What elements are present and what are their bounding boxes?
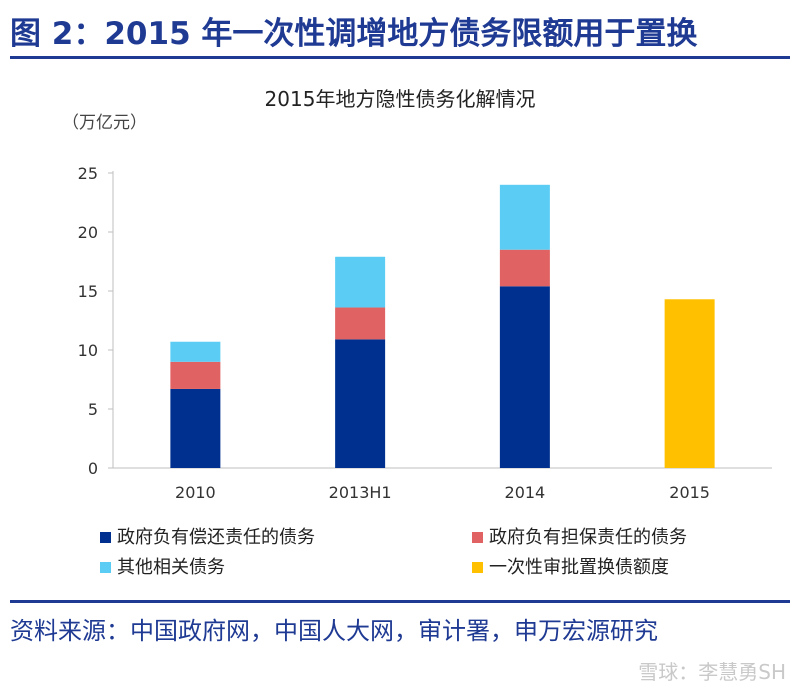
legend-swatch bbox=[472, 562, 483, 573]
legend-swatch bbox=[472, 532, 483, 543]
bar-segment bbox=[335, 307, 386, 340]
source-note: 资料来源：中国政府网，中国人大网，审计署，申万宏源研究 bbox=[10, 617, 658, 645]
legend-label: 政府负有偿还责任的债务 bbox=[117, 527, 315, 548]
legend-swatch bbox=[100, 532, 111, 543]
y-tick-label: 0 bbox=[88, 459, 98, 478]
x-tick-label: 2010 bbox=[175, 483, 216, 502]
bar-segment bbox=[335, 339, 386, 468]
chart-title: 2015年地方隐性债务化解情况 bbox=[265, 87, 536, 111]
bar-segment bbox=[664, 299, 715, 468]
y-tick-label: 10 bbox=[78, 341, 98, 360]
x-tick-label: 2013H1 bbox=[329, 483, 392, 502]
title-rule bbox=[10, 56, 790, 59]
y-unit-label: （万亿元） bbox=[62, 113, 147, 133]
legend-label: 政府负有担保责任的债务 bbox=[489, 527, 687, 548]
legend-swatch bbox=[100, 562, 111, 573]
bar-segment bbox=[499, 184, 550, 250]
bar-segment bbox=[499, 249, 550, 287]
legend-label: 一次性审批置换债额度 bbox=[489, 557, 669, 578]
figure-title: 图 2：2015 年一次性调增地方债务限额用于置换 bbox=[10, 16, 698, 52]
y-tick-label: 5 bbox=[88, 400, 98, 419]
source-rule bbox=[10, 600, 790, 603]
y-tick-label: 20 bbox=[78, 223, 98, 242]
stacked-bar-chart: 2015年地方隐性债务化解情况 （万亿元） 0 5 10 15 20 25 2010 2013H1… bbox=[62, 87, 772, 578]
bar-segment bbox=[499, 286, 550, 468]
bar-segment bbox=[335, 256, 386, 308]
y-tick-label: 15 bbox=[78, 282, 98, 301]
bar-segment bbox=[170, 361, 221, 389]
x-tick-label: 2014 bbox=[505, 483, 546, 502]
legend-label: 其他相关债务 bbox=[117, 557, 225, 578]
bar-segment bbox=[170, 388, 221, 468]
y-tick-label: 25 bbox=[78, 164, 98, 183]
x-tick-label: 2015 bbox=[669, 483, 710, 502]
watermark: 雪球：李慧勇SH bbox=[638, 660, 786, 684]
bar-segment bbox=[170, 341, 221, 362]
